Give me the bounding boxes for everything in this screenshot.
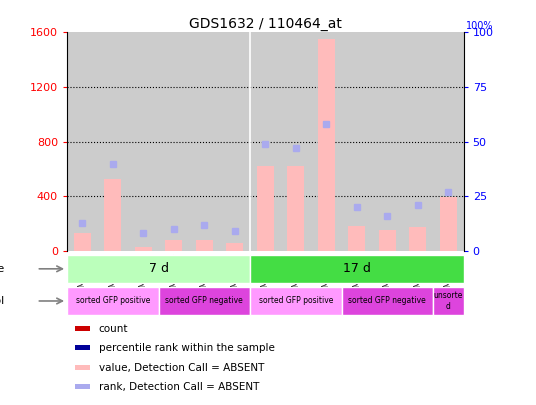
Bar	[75, 364, 90, 370]
Text: value, Detection Call = ABSENT: value, Detection Call = ABSENT	[99, 362, 264, 373]
Bar	[410, 227, 426, 251]
Text: sorted GFP negative: sorted GFP negative	[348, 296, 426, 305]
Bar	[75, 384, 90, 389]
Bar	[75, 326, 90, 331]
Bar	[226, 243, 243, 251]
Title: GDS1632 / 110464_at: GDS1632 / 110464_at	[189, 17, 342, 31]
Text: sorted GFP positive: sorted GFP positive	[259, 296, 333, 305]
Bar	[105, 179, 121, 251]
Bar	[250, 254, 464, 283]
Text: unsorte
d: unsorte d	[434, 291, 463, 311]
Text: 7 d: 7 d	[148, 262, 168, 275]
Bar	[257, 166, 274, 251]
Text: rank, Detection Call = ABSENT: rank, Detection Call = ABSENT	[99, 382, 259, 392]
Bar	[67, 287, 159, 315]
Bar	[67, 254, 250, 283]
Text: sorted GFP negative: sorted GFP negative	[166, 296, 243, 305]
Bar	[348, 226, 365, 251]
Text: 17 d: 17 d	[343, 262, 371, 275]
Text: time: time	[0, 264, 4, 274]
Text: count: count	[99, 324, 128, 334]
Text: sorted GFP positive: sorted GFP positive	[76, 296, 150, 305]
Text: 100%: 100%	[466, 21, 494, 31]
Bar	[196, 240, 213, 251]
Text: percentile rank within the sample: percentile rank within the sample	[99, 343, 274, 353]
Bar	[74, 233, 91, 251]
Bar	[379, 230, 396, 251]
Text: protocol: protocol	[0, 296, 4, 306]
Bar	[318, 39, 334, 251]
Bar	[75, 345, 90, 350]
Bar	[341, 287, 433, 315]
Bar	[250, 287, 341, 315]
Bar	[159, 287, 250, 315]
Bar	[440, 197, 457, 251]
Bar	[166, 240, 182, 251]
Bar	[135, 247, 152, 251]
Bar	[287, 166, 304, 251]
Bar	[433, 287, 464, 315]
